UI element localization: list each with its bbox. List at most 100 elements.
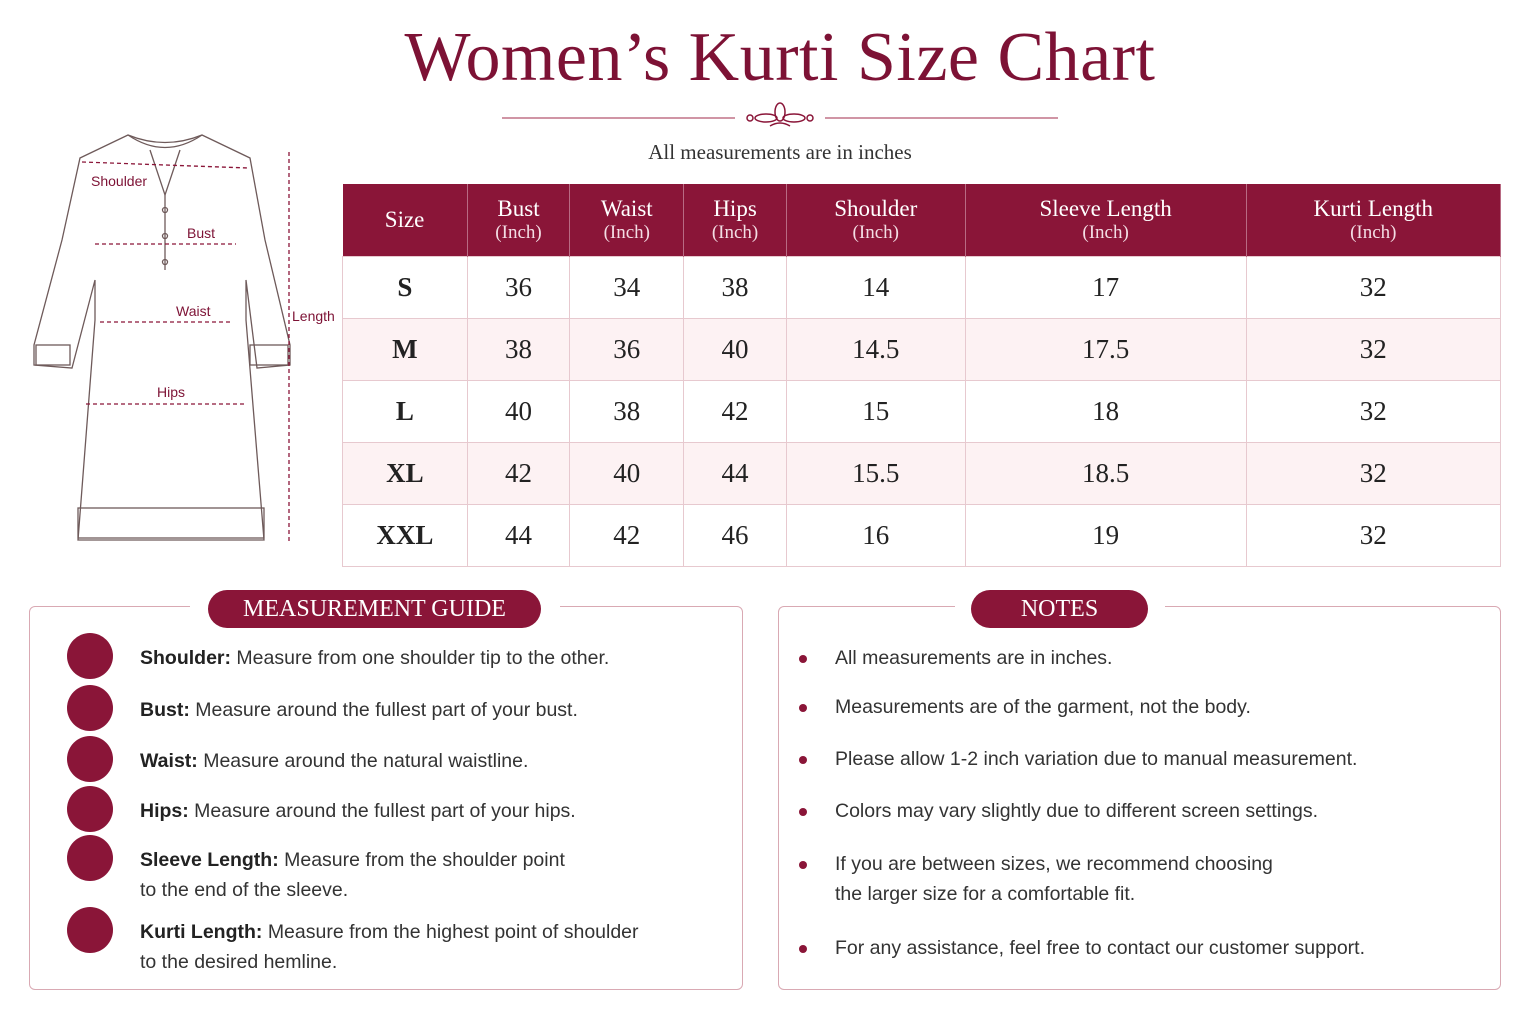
guide-icon [67, 907, 113, 953]
guide-icon [67, 633, 113, 679]
table-row: XXL 44 42 46 16 19 32 [342, 504, 1502, 567]
bullet [799, 945, 807, 953]
guide-icon [67, 736, 113, 782]
table-cell: 14.5 [785, 318, 966, 381]
table-cell: M [342, 318, 468, 381]
guide-line: Shoulder: Measure from one shoulder tip … [140, 643, 609, 673]
guide-icon [67, 835, 113, 881]
note-line: All measurements are in inches. [835, 647, 1113, 669]
note-line: Please allow 1-2 inch variation due to m… [835, 748, 1358, 770]
note: For any assistance, feel free to contact… [835, 933, 1365, 963]
guide-item: Bust: Measure around the fullest part of… [140, 695, 578, 725]
guide-label: Bust: [140, 699, 190, 721]
guide-text: Measure from the shoulder point [284, 849, 565, 871]
diagram-label: Hips [157, 384, 185, 400]
column-unit: (Inch) [1082, 222, 1129, 244]
table-cell: 32 [1245, 504, 1502, 567]
column-name: Sleeve Length [1039, 195, 1172, 221]
bullet [799, 808, 807, 816]
note: All measurements are in inches. [835, 643, 1112, 673]
table-cell: 17 [964, 256, 1247, 319]
guide-line: Waist: Measure around the natural waistl… [140, 746, 528, 776]
guide-line: Bust: Measure around the fullest part of… [140, 695, 578, 725]
guide-item: Sleeve Length: Measure from the shoulder… [140, 845, 565, 905]
guide-item: Kurti Length: Measure from the highest p… [140, 917, 639, 977]
diagram-label: Bust [187, 225, 215, 241]
table-cell: 17.5 [964, 318, 1247, 381]
subtitle: All measurements are in inches [648, 140, 912, 164]
table-cell: S [342, 256, 468, 319]
guide-text: Measure from one shoulder tip to the oth… [236, 647, 610, 669]
note-line: the larger size for a comfortable fit. [835, 883, 1136, 905]
guide-line: Hips: Measure around the fullest part of… [140, 796, 576, 826]
guide-label: Kurti Length: [140, 921, 263, 943]
guide-title: MEASUREMENT GUIDE [208, 590, 541, 628]
table-row: XL 42 40 44 15.5 18.5 32 [342, 442, 1502, 505]
table-cell: 38 [569, 380, 685, 443]
column-name: Kurti Length [1313, 195, 1433, 221]
guide-item: Waist: Measure around the natural waistl… [140, 746, 528, 776]
table-row: L 40 38 42 15 18 32 [342, 380, 1502, 443]
table-cell: 38 [466, 318, 571, 381]
column-unit: (Inch) [711, 222, 759, 244]
column-unit: (Inch) [603, 222, 650, 244]
diagram-label: Length [292, 308, 335, 324]
guide-label: Shoulder: [140, 647, 231, 669]
notes-title: NOTES [971, 590, 1148, 628]
diagram-label: Waist [176, 303, 211, 319]
column-name: Shoulder [834, 195, 918, 221]
table-row: S 36 34 38 14 17 32 [342, 256, 1502, 319]
diagram-label: Shoulder [91, 173, 147, 189]
note: Measurements are of the garment, not the… [835, 692, 1251, 722]
column-name: Size [384, 206, 425, 232]
table-cell: 15 [785, 380, 966, 443]
guide-item: Shoulder: Measure from one shoulder tip … [140, 643, 609, 673]
size-table: Size Bust (Inch) Waist (Inch) Hips (Inch) Shoul… [342, 184, 1502, 567]
table-cell: L [342, 380, 468, 443]
table-cell: XXL [342, 504, 468, 567]
guide-text: Measure around the fullest part of your … [195, 699, 578, 721]
column-name: Bust [497, 195, 540, 221]
table-cell: 36 [569, 318, 685, 381]
guide-line: to the desired hemline. [140, 947, 639, 977]
note-line: Measurements are of the garment, not the… [835, 696, 1251, 718]
table-cell: 32 [1245, 442, 1502, 505]
guide-text: Measure around the natural waistline. [203, 750, 529, 772]
guide-icon [67, 685, 113, 731]
table-cell: 16 [785, 504, 966, 567]
table-cell: 15.5 [785, 442, 966, 505]
table-cell: 32 [1245, 256, 1502, 319]
table-cell: 40 [683, 318, 787, 381]
bullet [799, 655, 807, 663]
table-cell: 18.5 [964, 442, 1247, 505]
guide-item: Hips: Measure around the fullest part of… [140, 796, 576, 826]
guide-label: Sleeve Length: [140, 849, 279, 871]
table-cell: 40 [569, 442, 685, 505]
table-cell: 46 [683, 504, 787, 567]
note: Please allow 1-2 inch variation due to m… [835, 744, 1357, 774]
bullet [799, 704, 807, 712]
column-name: Hips [713, 195, 757, 221]
note-line: For any assistance, feel free to contact… [835, 937, 1366, 959]
table-cell: 18 [964, 380, 1247, 443]
note-line: Colors may vary slightly due to differen… [835, 800, 1319, 822]
column-unit: (Inch) [852, 222, 899, 244]
table-cell: 44 [466, 504, 571, 567]
guide-text: to the end of the sleeve. [140, 879, 349, 901]
table-cell: 40 [466, 380, 571, 443]
guide-icon [67, 786, 113, 832]
note-line: If you are between sizes, we recommend c… [835, 853, 1273, 875]
note: Colors may vary slightly due to differen… [835, 796, 1318, 826]
guide-line: Kurti Length: Measure from the highest p… [140, 917, 639, 947]
column-header: Bust (Inch) [467, 184, 571, 257]
column-header: Sleeve Length (Inch) [965, 184, 1247, 257]
note: If you are between sizes, we recommend c… [835, 849, 1273, 909]
guide-line: Sleeve Length: Measure from the shoulder… [140, 845, 565, 875]
column-unit: (Inch) [1350, 222, 1397, 244]
title: Women’s Kurti Size Chart [404, 19, 1156, 96]
guide-label: Hips: [140, 800, 189, 822]
bullet [799, 861, 807, 869]
bullet [799, 756, 807, 764]
